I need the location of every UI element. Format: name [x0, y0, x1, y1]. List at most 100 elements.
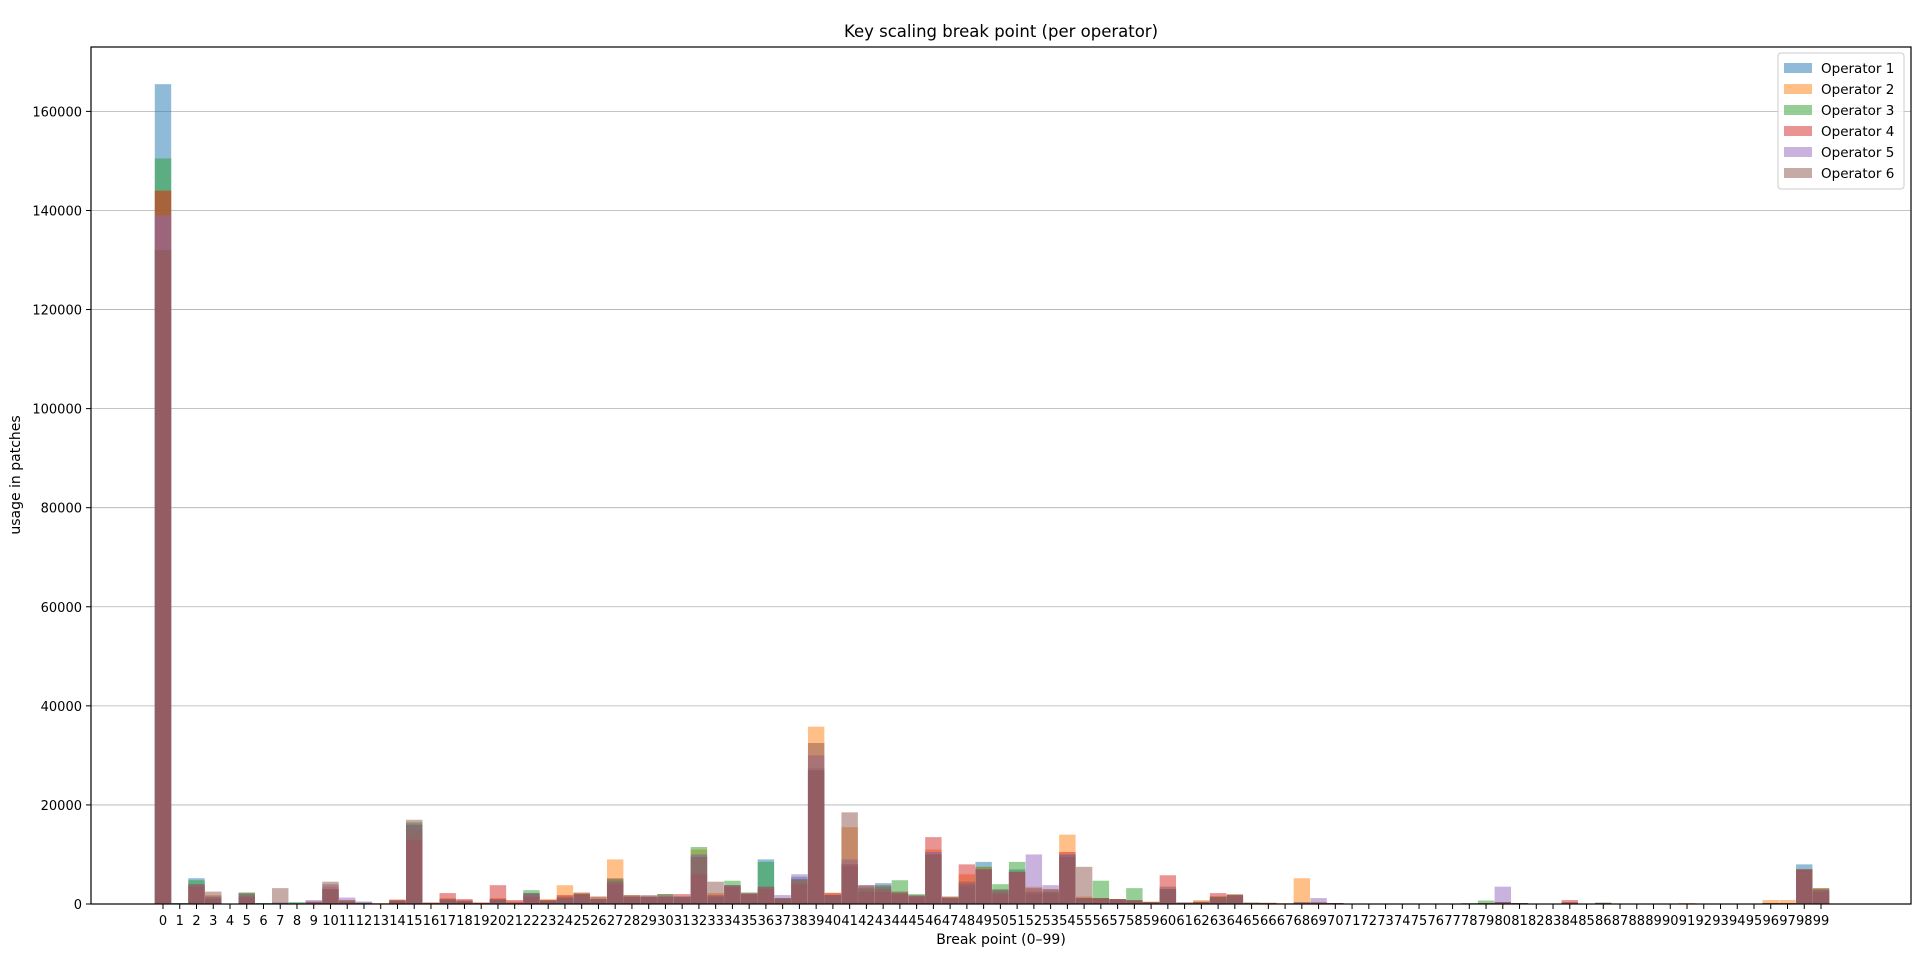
bar-op6-99 [1812, 888, 1830, 904]
x-tick-label-73: 73 [1377, 914, 1394, 929]
x-tick-label-76: 76 [1428, 914, 1445, 929]
bar-op5-80 [1494, 886, 1511, 904]
x-tick-label-29: 29 [640, 914, 657, 929]
x-tick-label-41: 41 [841, 914, 858, 929]
x-tick-label-84: 84 [1562, 914, 1579, 929]
x-tick-label-97: 97 [1779, 914, 1796, 929]
bar-op6-30 [657, 894, 674, 904]
bar-op6-51 [1008, 871, 1026, 904]
x-tick-label-78: 78 [1461, 914, 1478, 929]
y-tick-label-8: 160000 [32, 105, 82, 120]
bar-op6-52 [1025, 888, 1043, 904]
x-tick-label-81: 81 [1511, 914, 1528, 929]
bar-op6-23 [539, 900, 557, 904]
x-tick-label-63: 63 [1210, 914, 1227, 929]
x-tick-label-92: 92 [1695, 914, 1712, 929]
bar-op6-42 [858, 885, 875, 904]
x-tick-label-80: 80 [1495, 914, 1512, 929]
bar-op6-39 [807, 743, 825, 904]
x-tick-label-25: 25 [573, 914, 590, 929]
x-tick-label-65: 65 [1243, 914, 1260, 929]
bar-op4-84 [1561, 900, 1578, 904]
x-tick-label-14: 14 [389, 914, 406, 929]
x-tick-label-10: 10 [322, 914, 339, 929]
x-tick-label-72: 72 [1361, 914, 1378, 929]
x-tick-label-54: 54 [1059, 914, 1076, 929]
x-tick-label-26: 26 [590, 914, 607, 929]
bar-op6-68 [1293, 902, 1311, 904]
x-tick-label-51: 51 [1009, 914, 1026, 929]
x-tick-label-2: 2 [192, 914, 200, 929]
y-axis-ticks: 0 20000 40000 60000 80000 100000 120000 140000 1… [32, 105, 91, 913]
bar-op6-69 [1310, 902, 1327, 904]
bar-op2-68 [1293, 878, 1311, 904]
bar-op6-47 [941, 896, 959, 904]
bar-op6-7 [272, 888, 289, 904]
x-tick-label-69: 69 [1310, 914, 1327, 929]
bar-op6-44 [891, 891, 909, 904]
series-3 [154, 158, 1830, 904]
bar-op6-80 [1494, 902, 1511, 904]
bar-op6-62 [1193, 901, 1210, 904]
x-tick-label-59: 59 [1143, 914, 1160, 929]
bar-op6-0 [154, 250, 172, 905]
legend-label-6: Operator 6 [1821, 166, 1894, 182]
x-tick-label-3: 3 [209, 914, 217, 929]
x-tick-label-49: 49 [975, 914, 992, 929]
bar-op6-15 [406, 819, 423, 904]
bar-op6-56 [1092, 898, 1110, 904]
bar-op6-57 [1109, 899, 1126, 904]
bar-op6-55 [1075, 866, 1093, 904]
series-5 [154, 215, 1830, 904]
x-tick-label-34: 34 [724, 914, 741, 929]
x-tick-label-64: 64 [1227, 914, 1244, 929]
bar-op6-26 [590, 896, 607, 904]
x-tick-label-33: 33 [707, 914, 724, 929]
x-tick-label-5: 5 [243, 914, 251, 929]
bar-op6-14 [389, 900, 406, 904]
legend-label-5: Operator 5 [1821, 145, 1894, 161]
bar-op2-97 [1779, 900, 1796, 904]
x-tick-label-56: 56 [1093, 914, 1110, 929]
bar-op6-48 [958, 881, 976, 904]
x-tick-label-43: 43 [875, 914, 892, 929]
legend-swatch-5 [1784, 147, 1812, 157]
bar-op6-50 [992, 889, 1009, 904]
x-tick-label-37: 37 [774, 914, 791, 929]
bar-op3-58 [1126, 888, 1143, 904]
x-tick-label-79: 79 [1478, 914, 1495, 929]
x-tick-label-83: 83 [1545, 914, 1562, 929]
bar-op6-33 [707, 881, 724, 904]
x-tick-label-99: 99 [1813, 914, 1830, 929]
bar-op6-61 [1176, 902, 1193, 904]
y-tick-label-5: 100000 [32, 403, 82, 418]
bar-op4-21 [506, 900, 523, 904]
x-tick-label-67: 67 [1277, 914, 1294, 929]
y-tick-label-2: 40000 [41, 700, 82, 715]
bar-op6-34 [724, 885, 741, 904]
x-tick-label-93: 93 [1712, 914, 1729, 929]
bar-op6-10 [322, 881, 339, 904]
legend-label-4: Operator 4 [1821, 124, 1894, 140]
x-tick-label-12: 12 [356, 914, 373, 929]
bar-op6-36 [757, 886, 775, 904]
x-tick-label-32: 32 [691, 914, 708, 929]
x-tick-label-95: 95 [1746, 914, 1763, 929]
bar-op6-46 [925, 854, 942, 904]
bar-op6-9 [305, 901, 322, 904]
bar-op6-18 [456, 901, 473, 904]
bar-op6-20 [489, 899, 507, 904]
bar-op2-96 [1762, 900, 1779, 904]
x-tick-label-47: 47 [942, 914, 959, 929]
x-tick-label-98: 98 [1796, 914, 1813, 929]
x-tick-label-66: 66 [1260, 914, 1277, 929]
x-tick-label-17: 17 [439, 914, 456, 929]
legend-swatch-2 [1784, 84, 1812, 94]
x-tick-label-36: 36 [758, 914, 775, 929]
x-tick-label-55: 55 [1076, 914, 1093, 929]
x-tick-label-35: 35 [741, 914, 758, 929]
bar-op6-37 [774, 898, 791, 904]
legend: Operator 1 Operator 2 Operator 3 Operator 4… [1777, 52, 1905, 190]
x-tick-label-1: 1 [176, 914, 184, 929]
